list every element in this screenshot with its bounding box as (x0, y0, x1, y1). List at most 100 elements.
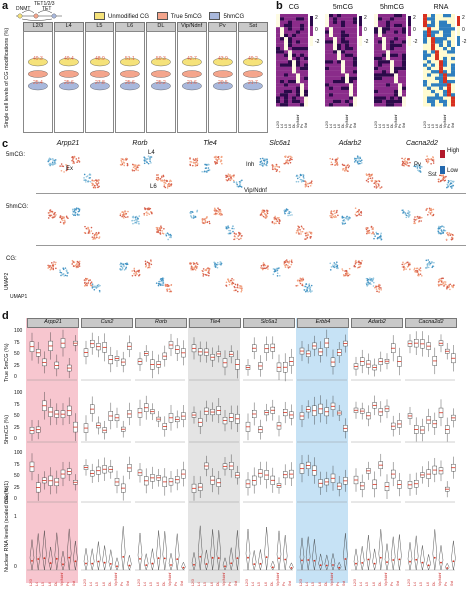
umap-plot (47, 259, 101, 293)
hmcg-value: 25.4 (33, 80, 43, 86)
boxplot-xtick: L4 (89, 582, 94, 586)
umap-plot (47, 207, 101, 240)
boxplot-xtick: L4 (35, 582, 40, 586)
violin-plot: 50.3 25.2 (150, 56, 171, 91)
legend-swatch (156, 12, 168, 20)
cluster-annotation: Inh (246, 162, 255, 168)
heatmap-title: RNA (433, 4, 449, 11)
violin (181, 70, 202, 78)
ytick: 1 (14, 514, 17, 520)
violin (120, 70, 141, 78)
ytick: 25 (14, 424, 20, 431)
mcg-value: 49.3 (33, 56, 43, 62)
legend-label: 5hmCG (223, 13, 245, 20)
colorbar-tick: 2 (462, 15, 465, 21)
boxplot-xtick: Vip/Ndnf (438, 572, 442, 586)
violin (181, 81, 202, 91)
boxplot-xtick: L5 (95, 582, 100, 586)
umap-plot (189, 155, 243, 188)
colorbar-tick: 2 (364, 15, 367, 21)
boxplot-xtick: L2/3 (299, 579, 303, 586)
colorbar (408, 16, 411, 46)
mcg-value: 50.3 (156, 56, 166, 62)
row-divider (36, 193, 466, 194)
boxplot-xtick: Sst (234, 580, 239, 586)
boxplot-xtick: DL (107, 581, 112, 586)
boxplot-panel (243, 461, 294, 503)
boxplot-panel (27, 453, 78, 503)
heatmap (423, 14, 455, 107)
violin (243, 57, 264, 67)
violin (150, 57, 171, 67)
boxplot-panel (297, 454, 348, 503)
umap-plot (401, 207, 455, 241)
mcg-value: 49.2 (248, 56, 258, 62)
legend-swatch (94, 12, 105, 20)
ytick: 75 (14, 401, 20, 408)
boxplot-xtick: L6 (47, 582, 52, 586)
umap-row-label: CG: (6, 256, 17, 262)
ytick: 25 (14, 362, 20, 369)
heatmap-xtick: Sst (304, 122, 308, 128)
umap-plot (189, 207, 243, 241)
umap-plot (401, 259, 455, 291)
boxplot-xtick: L6 (317, 582, 322, 586)
boxplot-xtick: L5 (365, 582, 370, 586)
hmcg-value: 21.6 (187, 80, 197, 86)
ytick: 100 (14, 328, 23, 334)
gene-header: Rorb (135, 318, 187, 328)
boxplot-xtick: Pv (282, 581, 287, 586)
umap-plot (260, 259, 313, 293)
boxplot-xtick: L2/3 (407, 579, 411, 586)
gene-header: Tle4 (189, 318, 241, 328)
cell-type-box: 50.3 25.2 (146, 31, 176, 133)
panel-c-label: c (2, 138, 9, 150)
colorbar-tick: 0 (315, 27, 318, 33)
boxplot-xtick: L5 (257, 582, 262, 586)
hmcg-value: 25.6 (64, 80, 74, 86)
panel-c-umaps: 5mCG: 5hmCG: CG: Arpp21 Rorb Tle4 Slc6a1 Adarb2… (0, 140, 474, 302)
boxplot-panel (351, 335, 402, 381)
boxplot-xtick: L4 (197, 582, 202, 586)
gene-header: Adarb2 (351, 318, 403, 328)
colorbar (457, 16, 460, 46)
panel-b-label: b (276, 0, 283, 12)
boxplot-xtick: L4 (251, 582, 256, 586)
boxplot-panel (189, 525, 240, 571)
cell-type-box: 43.9 20.5 (207, 31, 238, 133)
boxplot-xtick: L6 (371, 582, 376, 586)
boxplot-panel (135, 461, 186, 503)
violin (150, 70, 171, 78)
umap-plot (329, 155, 383, 189)
boxplot-panel (405, 399, 456, 443)
umap-plot (47, 155, 100, 189)
colorbar-tick: 2 (315, 15, 318, 21)
schematic-tet-short: TET (42, 6, 52, 12)
boxplot-xtick: L2/3 (83, 579, 87, 586)
boxplot-xtick: Pv (120, 581, 125, 586)
legend-item-unmodified: Unmodified CG (94, 12, 149, 20)
boxplot-xtick: DL (431, 581, 436, 586)
colorbar-low: Low (447, 168, 459, 174)
cell-type-box: 48.9 27.8 (84, 31, 115, 133)
colorbar-tick: -2 (413, 39, 418, 45)
heatmap-title: 5mCG (332, 4, 354, 11)
boxplot-panel (297, 329, 348, 381)
boxplot-xtick: DL (323, 581, 328, 586)
legend-item-5mcg: True 5mCG (156, 12, 202, 20)
violin (89, 57, 110, 67)
umap-gene-title: Arpp21 (56, 140, 80, 147)
boxplot-xtick: DL (215, 581, 220, 586)
violin (181, 57, 202, 67)
boxplot-panel (297, 533, 348, 571)
boxplot-xtick: Pv (390, 581, 395, 586)
boxplot-xtick: Vip/Ndnf (168, 572, 172, 586)
boxplot-xtick: L5 (41, 582, 46, 586)
umap-plot (259, 208, 313, 240)
boxplot-xtick: Pv (444, 581, 449, 586)
colorbar-tick: 0 (462, 27, 465, 33)
violin (212, 57, 233, 67)
row-label: Nuclear RNA levels (scaled max to 1) (4, 480, 10, 572)
violin (27, 57, 48, 67)
boxplot-panel (27, 528, 78, 571)
